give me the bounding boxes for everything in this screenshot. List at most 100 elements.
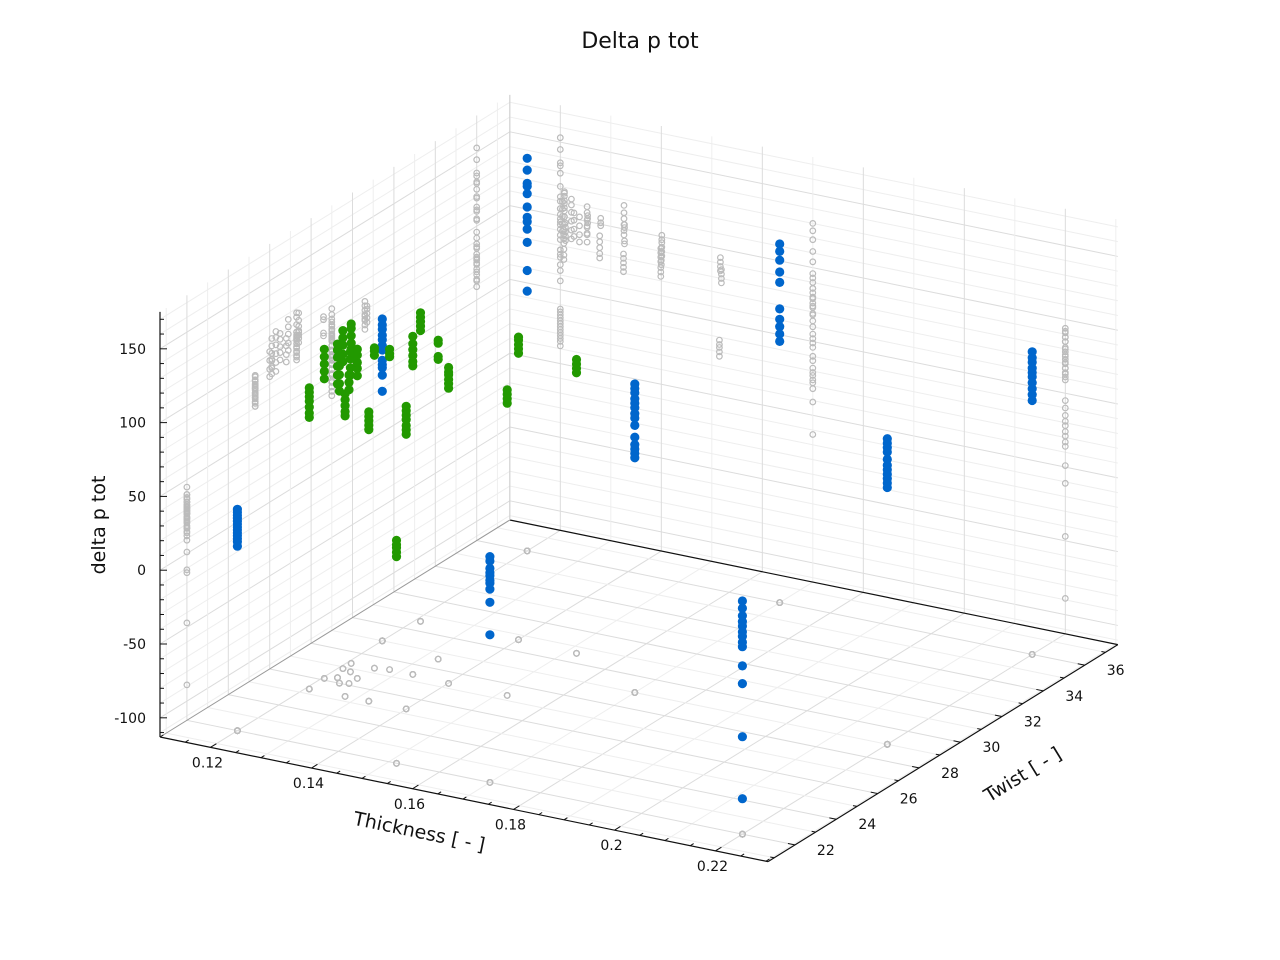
floor-projection-point — [339, 665, 347, 672]
back-wall-projection-point — [556, 146, 564, 153]
left-wall-grid-line — [159, 470, 511, 689]
floor-grid-line — [497, 527, 1106, 653]
back-wall-projection-point — [561, 197, 568, 205]
thickness-tick — [765, 858, 770, 862]
thickness-tick — [563, 817, 568, 821]
twist-tick-label: 26 — [900, 792, 918, 808]
left-wall-projection-point — [361, 321, 369, 329]
back-wall-projection-point — [562, 237, 569, 245]
back-wall-projection-point — [809, 302, 817, 310]
back-wall-projection-point — [809, 357, 817, 365]
back-wall-projection-point — [809, 372, 817, 379]
left-wall-projection-point — [183, 510, 191, 518]
left-wall-grid-line — [159, 101, 511, 320]
floor-grid-line — [414, 578, 1023, 705]
floor-grid-line — [765, 643, 1117, 862]
left-wall-projection-point — [473, 144, 481, 152]
twist-axis-line — [767, 644, 1119, 863]
twist-tick — [953, 740, 961, 743]
floor-grid-line — [260, 540, 612, 759]
thickness-tick — [311, 763, 318, 769]
back-wall-projection-point — [657, 273, 665, 280]
chart-title: Delta p tot — [581, 29, 699, 54]
left-wall-projection-point — [251, 376, 259, 384]
back-wall-grid-line — [509, 382, 1118, 508]
floor-grid-line — [186, 719, 796, 846]
back-wall-projection-point — [1061, 404, 1069, 412]
back-wall-projection-point — [556, 169, 564, 177]
back-wall-projection-point — [562, 223, 569, 231]
blue-data-point — [522, 224, 532, 234]
z-tick-label: 0 — [137, 563, 146, 579]
back-wall-projection-point — [1061, 355, 1069, 363]
floor-projection-point — [345, 680, 353, 687]
thickness-tick — [184, 739, 189, 743]
back-wall-projection-point — [1061, 344, 1069, 351]
back-wall-projection-point — [560, 256, 568, 263]
left-wall-projection-point — [328, 387, 336, 395]
back-wall-projection-point — [717, 263, 724, 270]
left-wall-projection-point — [266, 348, 274, 356]
blue-data-point — [485, 584, 495, 594]
back-wall-projection-point — [809, 335, 817, 343]
left-wall-grid-line — [159, 515, 511, 733]
left-wall-grid-line — [159, 397, 511, 615]
back-wall-projection-point — [809, 369, 817, 376]
back-wall-projection-point — [809, 431, 817, 438]
thickness-tick-label: 0.14 — [293, 776, 324, 792]
twist-tick-label: 28 — [941, 766, 959, 782]
blue-data-point — [737, 642, 748, 652]
back-wall-projection-point — [562, 228, 569, 236]
back-wall-projection-point — [620, 201, 628, 209]
left-wall-projection-point — [473, 206, 481, 214]
left-wall-grid-line — [159, 485, 511, 704]
twist-tick — [1018, 702, 1023, 705]
back-wall-projection-point — [718, 270, 725, 278]
green-data-point — [344, 370, 354, 380]
floor-grid-line — [393, 591, 1003, 718]
green-data-point — [346, 338, 356, 348]
back-wall-projection-point — [620, 259, 627, 267]
left-wall-projection-point — [276, 330, 284, 337]
left-wall-projection-point — [251, 385, 259, 393]
thickness-tick — [689, 843, 694, 847]
back-wall-projection-point — [570, 209, 578, 217]
left-wall-projection-point — [363, 302, 371, 310]
back-wall-projection-point — [809, 376, 817, 384]
floor-projection-point — [334, 674, 341, 682]
twist-tick — [1059, 676, 1065, 679]
left-wall-projection-point — [282, 342, 290, 350]
back-wall-projection-point — [596, 232, 604, 240]
back-wall-projection-point — [584, 212, 591, 220]
back-wall-projection-point — [1061, 533, 1069, 540]
blue-data-point — [737, 603, 748, 613]
twist-tick-label: 32 — [1024, 715, 1042, 731]
blue-data-point — [737, 661, 748, 671]
floor-projection-point — [371, 664, 378, 672]
back-wall-projection-point — [716, 352, 723, 360]
left-wall-projection-point — [268, 363, 276, 371]
twist-tick — [829, 817, 837, 820]
left-wall-projection-point — [473, 203, 481, 211]
thickness-tick — [614, 826, 621, 831]
thickness-tick — [210, 743, 217, 748]
left-wall-projection-point — [295, 316, 303, 324]
back-wall-projection-point — [576, 231, 583, 239]
left-wall-projection-point — [293, 347, 301, 355]
twist-tick — [852, 805, 858, 807]
back-wall-projection-point — [1061, 438, 1069, 446]
left-wall-projection-point — [268, 342, 276, 350]
left-wall-projection-point — [183, 514, 191, 522]
blue-data-point — [775, 255, 785, 265]
blue-data-point — [522, 202, 532, 212]
floor-projection-point — [386, 666, 394, 673]
floor-projection-point — [486, 779, 494, 786]
back-wall-projection-point — [809, 274, 817, 282]
thickness-tick-label: 0.18 — [495, 817, 526, 833]
thickness-tick — [336, 770, 341, 774]
back-wall-projection-point — [1061, 462, 1069, 470]
left-wall-projection-point — [328, 325, 336, 333]
twist-tick — [977, 728, 982, 730]
left-wall-projection-point — [473, 178, 481, 186]
